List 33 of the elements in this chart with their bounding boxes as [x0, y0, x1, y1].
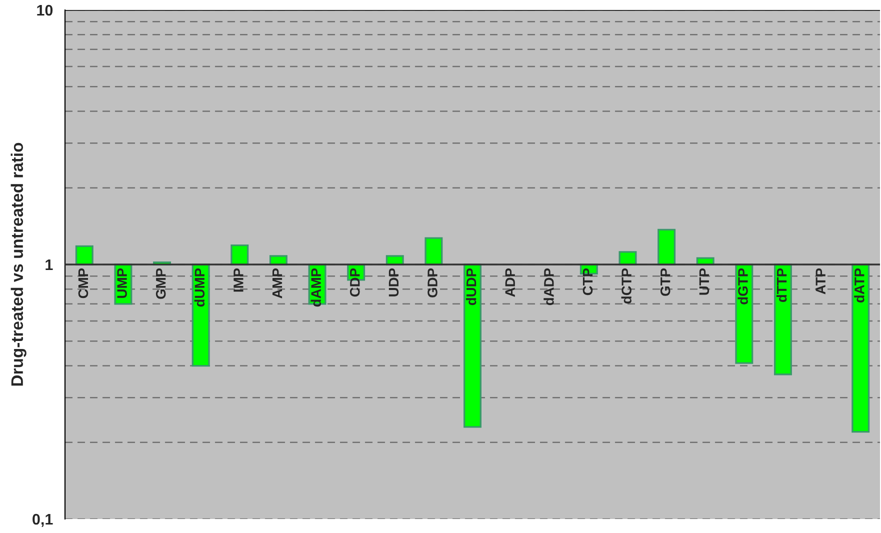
x-tick-label: GMP [156, 268, 166, 299]
x-tick-label: GTP [660, 268, 670, 296]
x-tick-label: AMP [272, 268, 282, 298]
x-tick-label: dUMP [194, 268, 205, 307]
x-tick-label: dTTP [776, 268, 787, 302]
x-tick-label: CDP [350, 268, 360, 297]
bar [774, 264, 792, 376]
y-tick-label: 10 [37, 4, 53, 16]
bar [424, 237, 443, 266]
bar [75, 245, 94, 266]
x-tick-label: GDP [428, 268, 438, 298]
x-tick-label: CMP [78, 268, 88, 298]
y-axis-title: Drug-treated vs untreated ratio [10, 142, 26, 386]
x-tick-label: ATP [816, 268, 826, 294]
x-tick-label: dAMP [310, 268, 321, 307]
bar [658, 228, 676, 266]
y-tick-label: 0,1 [32, 514, 53, 527]
x-tick-label: UMP [117, 268, 127, 298]
bar [464, 264, 482, 428]
x-tick-label: CTP [582, 268, 593, 296]
x-tick-label: dGTP [738, 268, 748, 304]
x-tick-label: IMP [234, 268, 244, 292]
x-tick-label: dCTP [621, 268, 632, 304]
x-tick-label: UTP [699, 268, 710, 295]
x-tick-label: ADP [505, 268, 515, 297]
x-tick-label: dATP [854, 268, 864, 303]
y-tick-label: 1 [46, 260, 53, 270]
x-tick-label: dUDP [466, 268, 476, 306]
x-tick-label: UDP [388, 268, 399, 296]
bar [230, 244, 249, 266]
bar [735, 264, 754, 364]
x-tick-label: dADP [544, 268, 554, 306]
bar [852, 264, 870, 433]
